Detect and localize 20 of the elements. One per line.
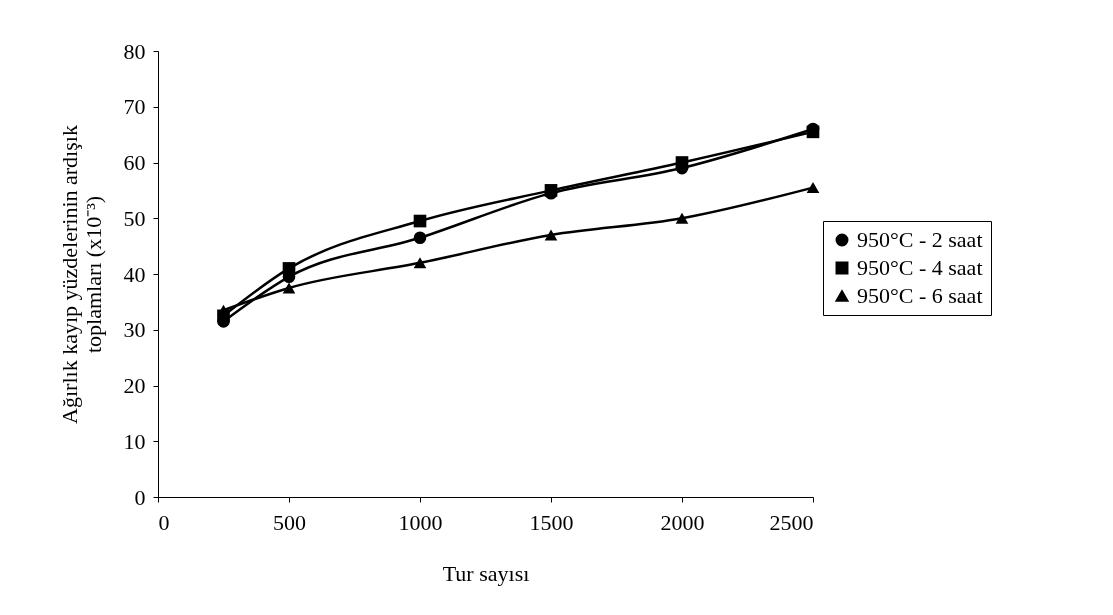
x-tick-label: 1500 [529, 509, 574, 535]
x-tick-label: 2000 [660, 509, 705, 535]
y-tick-label: 80 [123, 38, 146, 64]
x-tick-label: 500 [273, 509, 306, 535]
y-tick-label: 70 [123, 94, 146, 120]
x-tick-label: 2500 [769, 509, 814, 535]
y-tick-label: 10 [123, 428, 146, 454]
x-axis-title: Tur sayısı [442, 560, 530, 586]
legend-label: 950°C - 2 saat [857, 227, 983, 252]
x-tick-label: 1000 [398, 509, 443, 535]
y-tick-label: 40 [123, 261, 146, 287]
y-tick-label: 60 [123, 150, 146, 175]
y-tick-label: 0 [134, 484, 146, 510]
x-tick-label: 0 [158, 509, 170, 535]
y-axis-title: Ağırlık kayıp yüzdelerinin ardışık toplamları (x10⁻³) [56, 125, 106, 424]
y-tick-label: 20 [123, 373, 146, 398]
legend-label: 950°C - 4 saat [857, 255, 983, 280]
legend-label: 950°C - 6 saat [857, 283, 983, 308]
y-tick-label: 30 [123, 317, 146, 343]
y-tick-label: 50 [123, 205, 146, 231]
